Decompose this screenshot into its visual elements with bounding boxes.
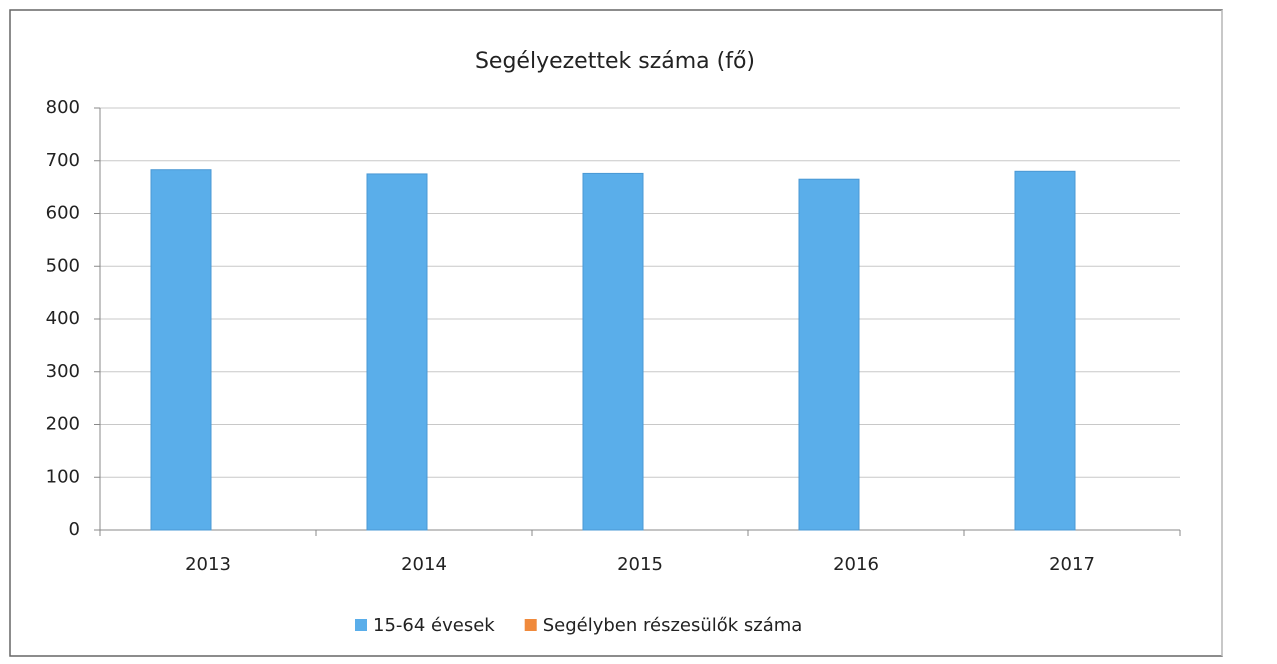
bar [1014,170,1076,531]
legend-swatch [524,619,537,631]
x-tick-label: 2013 [185,554,231,575]
bar [150,169,212,531]
bar [582,172,644,531]
bar [366,173,428,531]
y-tick-label: 600 [46,203,80,224]
y-tick-label: 100 [46,466,80,487]
y-tick-label: 800 [46,97,80,118]
y-tick-label: 300 [46,361,80,382]
y-tick-label: 500 [46,255,80,276]
x-tick-label: 2016 [833,554,879,575]
legend-swatch [355,619,367,631]
chart-title: Segélyezettek száma (fő) [475,49,755,74]
legend-label: 15-64 évesek [373,615,495,636]
y-tick-label: 200 [46,414,80,435]
x-tick-label: 2015 [617,554,663,575]
x-tick-label: 2014 [401,554,447,575]
x-tick-label: 2017 [1049,554,1095,575]
y-tick-label: 0 [69,519,80,540]
y-tick-label: 700 [46,150,80,171]
y-tick-label: 400 [46,308,80,329]
bar [798,178,860,531]
legend-label: Segélyben részesülők száma [543,615,803,636]
